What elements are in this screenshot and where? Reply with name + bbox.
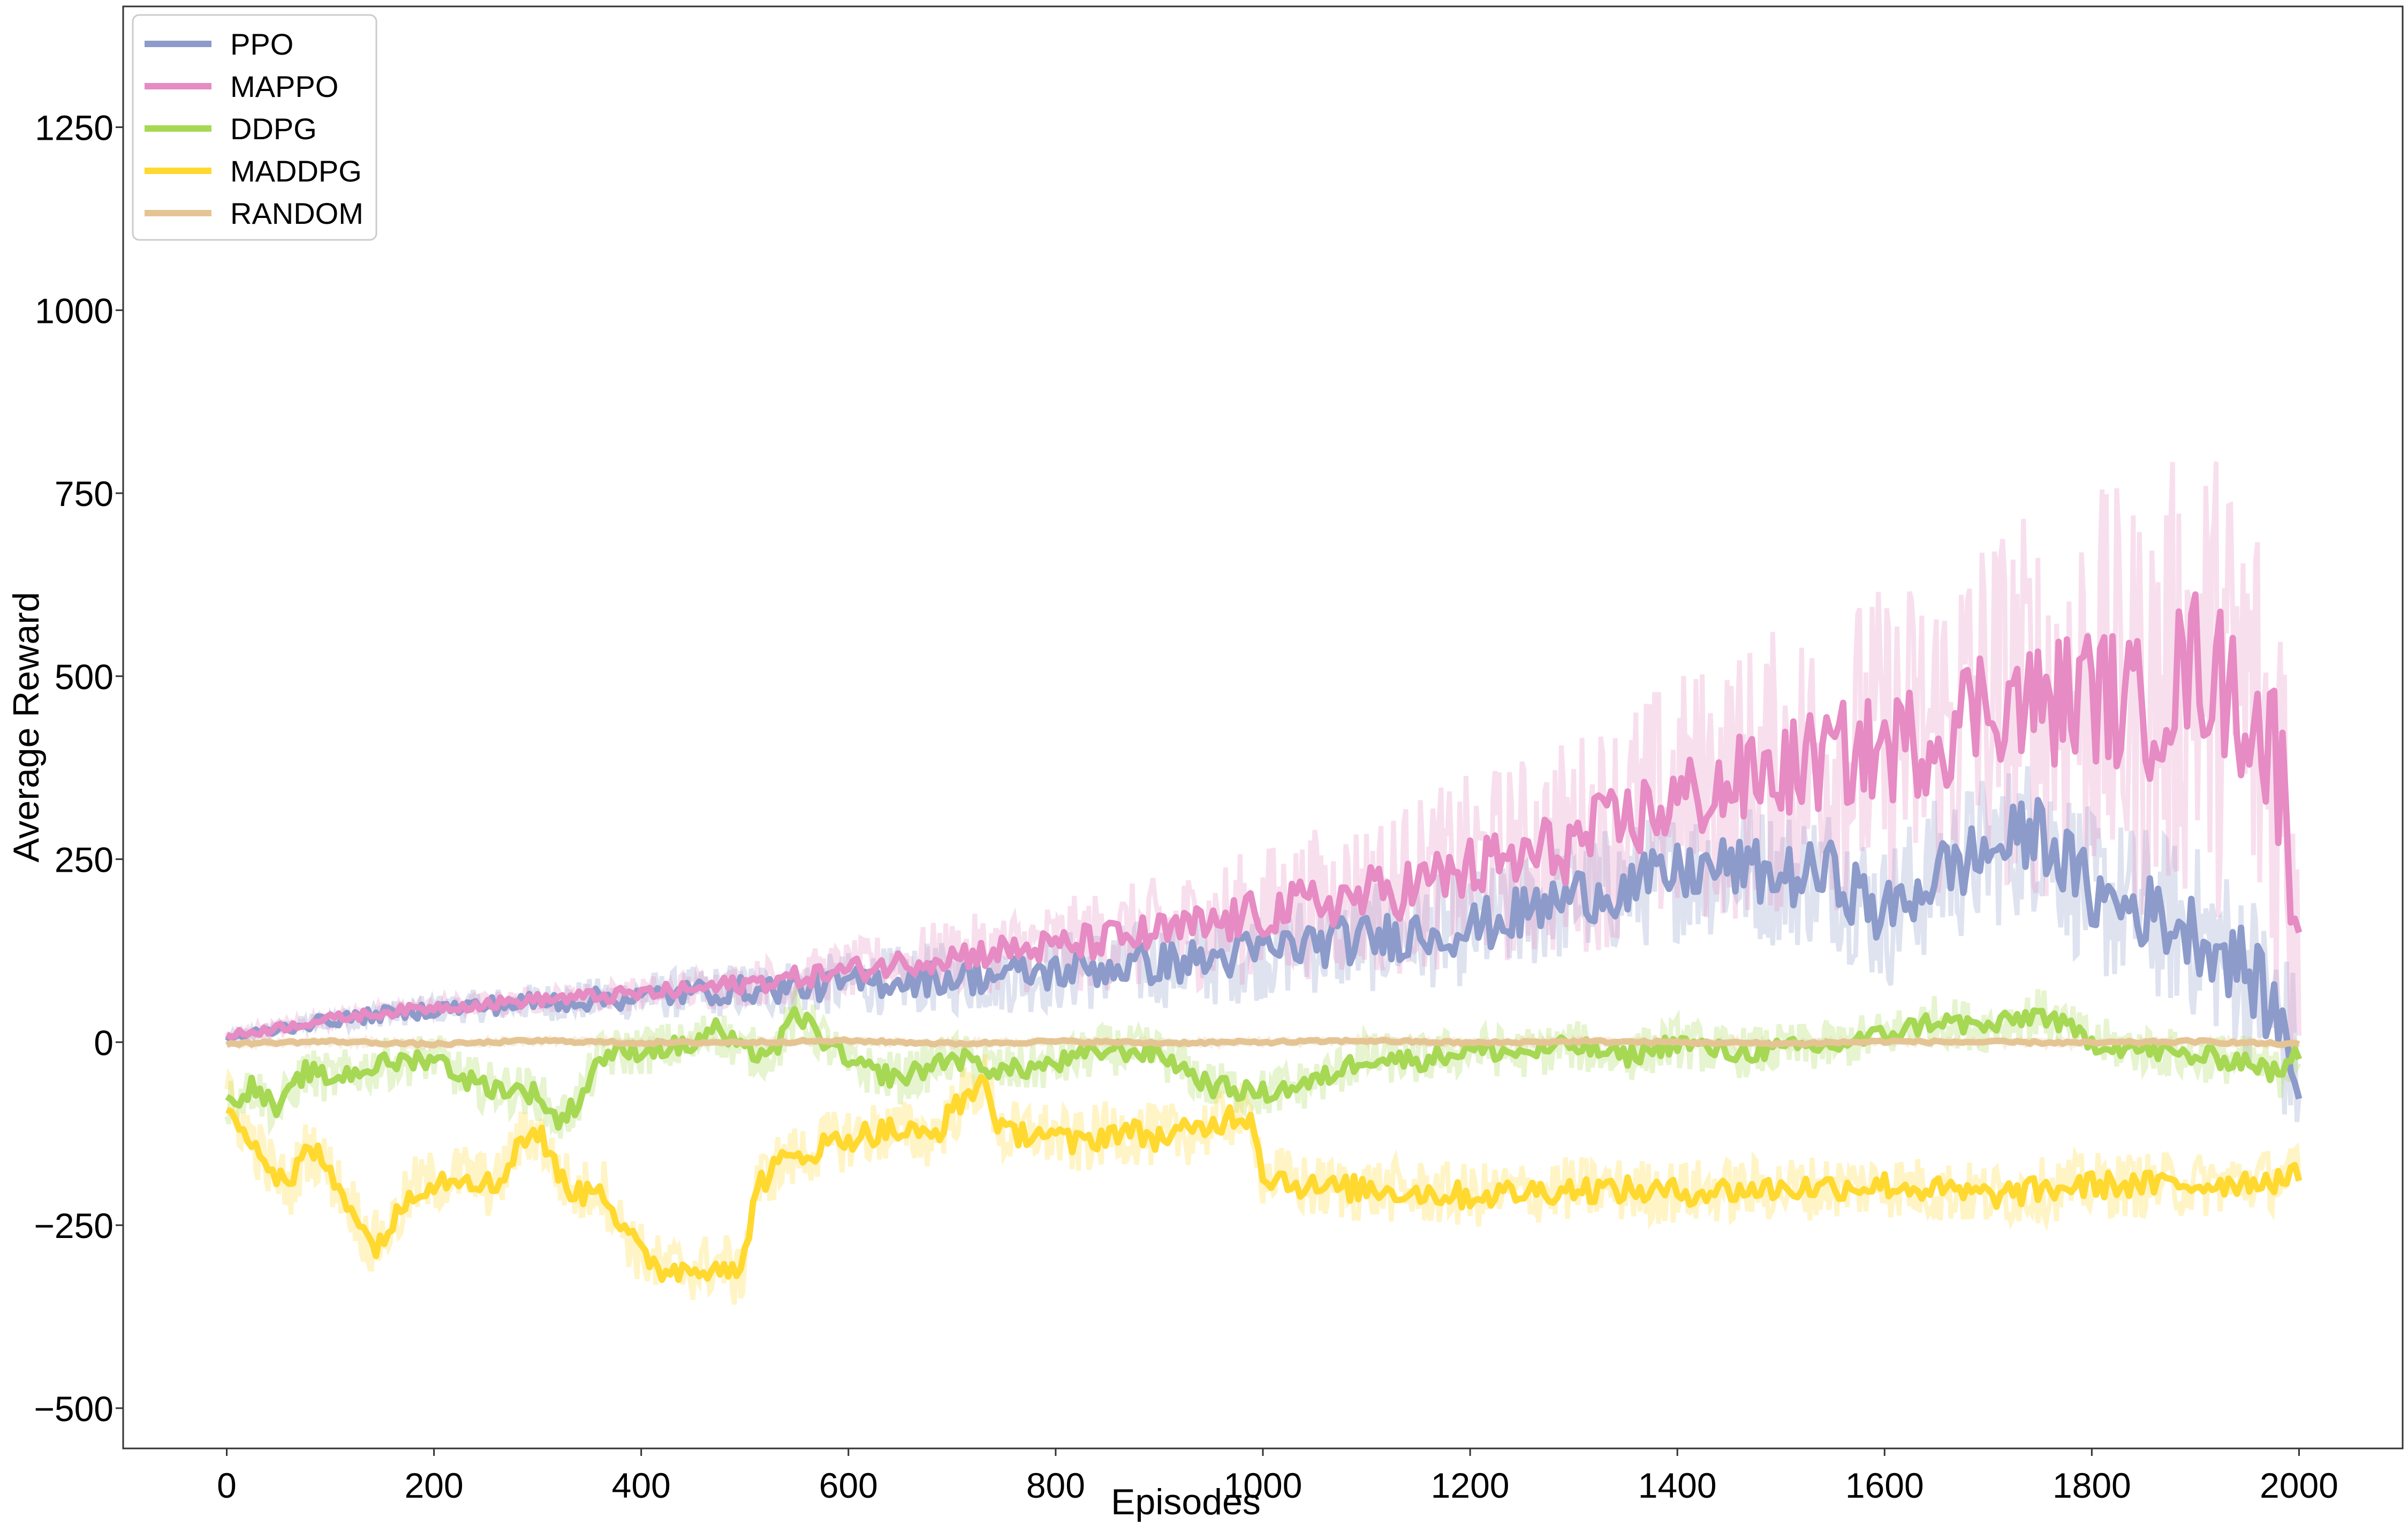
y-tick-label: −250 [34, 1206, 113, 1245]
series-lines [225, 591, 2303, 1284]
x-tick-label: 200 [405, 1466, 464, 1505]
x-axis-ticks: 0 200 400 600 800 1000 1200 1400 1600 1800 2000 [217, 1448, 2338, 1505]
series-line-maddpg [225, 1074, 2303, 1284]
y-tick-label: −500 [34, 1389, 113, 1429]
series-line-ppo [225, 797, 2303, 1100]
noise-band-mappo [224, 461, 2301, 1051]
y-tick-label: 1250 [35, 108, 113, 148]
x-tick-label: 1800 [2053, 1466, 2131, 1505]
legend-label-maddpg: MADDPG [230, 154, 362, 188]
y-tick-label: 500 [55, 657, 113, 697]
legend-label-ppo: PPO [230, 27, 293, 61]
x-tick-label: 1200 [1431, 1466, 1510, 1505]
series-line-random [225, 1036, 2300, 1049]
legend-label-mappo: MAPPO [230, 70, 338, 103]
series-line-ddpg [225, 1006, 2303, 1131]
x-tick-label: 1600 [1845, 1466, 1924, 1505]
y-tick-label: 0 [94, 1023, 113, 1062]
legend-label-random: RANDOM [230, 197, 364, 230]
x-tick-label: 600 [819, 1466, 878, 1505]
x-tick-label: 0 [217, 1466, 237, 1505]
y-axis-label: Average Reward [6, 592, 47, 862]
x-tick-label: 800 [1026, 1466, 1085, 1505]
y-tick-label: 750 [55, 474, 113, 514]
x-axis-label: Episodes [1111, 1482, 1261, 1522]
x-tick-label: 2000 [2260, 1466, 2338, 1505]
legend-box [132, 14, 377, 241]
x-tick-label: 1000 [1224, 1466, 1303, 1505]
x-tick-label: 400 [612, 1466, 671, 1505]
legend: PPO MAPPO DDPG MADDPG RANDOM [132, 14, 377, 241]
noise-band-maddpg [224, 1054, 2301, 1305]
legend-label-ddpg: DDPG [230, 112, 317, 146]
series-line-mappo [225, 591, 2303, 1040]
y-axis-ticks: −500 −250 0 250 500 750 1000 1250 [34, 108, 123, 1429]
y-tick-label: 250 [55, 840, 113, 880]
x-tick-label: 1400 [1638, 1466, 1717, 1505]
y-tick-label: 1000 [35, 291, 113, 330]
